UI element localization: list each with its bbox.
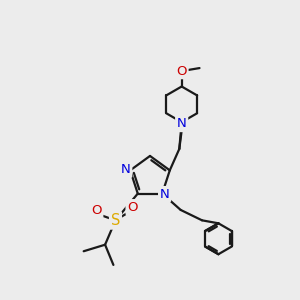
- Text: N: N: [121, 163, 130, 176]
- Text: O: O: [127, 201, 138, 214]
- Text: O: O: [176, 64, 187, 77]
- Text: N: N: [160, 188, 170, 201]
- Text: N: N: [177, 118, 187, 130]
- Text: S: S: [111, 213, 120, 228]
- Text: O: O: [91, 204, 102, 217]
